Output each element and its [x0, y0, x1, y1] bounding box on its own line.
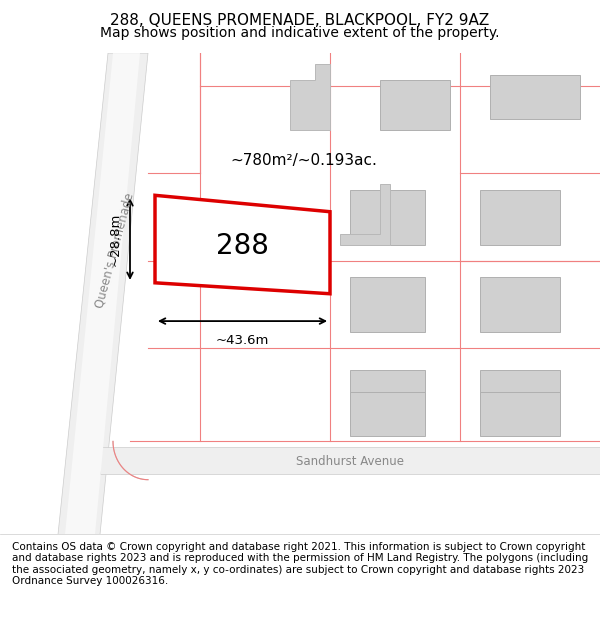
Text: Contains OS data © Crown copyright and database right 2021. This information is : Contains OS data © Crown copyright and d…	[12, 542, 588, 586]
Polygon shape	[58, 53, 148, 534]
Text: Sandhurst Avenue: Sandhurst Avenue	[296, 454, 404, 468]
FancyBboxPatch shape	[350, 278, 425, 332]
FancyBboxPatch shape	[350, 370, 425, 425]
FancyBboxPatch shape	[480, 190, 560, 244]
FancyBboxPatch shape	[480, 392, 560, 436]
FancyBboxPatch shape	[490, 75, 580, 119]
Text: ~43.6m: ~43.6m	[216, 334, 269, 348]
Text: Map shows position and indicative extent of the property.: Map shows position and indicative extent…	[100, 26, 500, 40]
FancyBboxPatch shape	[350, 190, 425, 244]
FancyBboxPatch shape	[480, 370, 560, 425]
Text: Queen's Promenade: Queen's Promenade	[94, 191, 137, 309]
Polygon shape	[340, 184, 390, 244]
Polygon shape	[65, 53, 140, 534]
Polygon shape	[155, 195, 330, 294]
FancyBboxPatch shape	[380, 81, 450, 129]
Text: ~780m²/~0.193ac.: ~780m²/~0.193ac.	[230, 153, 377, 168]
Text: 288: 288	[216, 232, 269, 260]
Text: ~28.8m: ~28.8m	[109, 213, 122, 266]
FancyBboxPatch shape	[350, 392, 425, 436]
Polygon shape	[100, 447, 600, 474]
Text: 288, QUEENS PROMENADE, BLACKPOOL, FY2 9AZ: 288, QUEENS PROMENADE, BLACKPOOL, FY2 9A…	[110, 13, 490, 28]
FancyBboxPatch shape	[480, 278, 560, 332]
Polygon shape	[290, 64, 330, 129]
